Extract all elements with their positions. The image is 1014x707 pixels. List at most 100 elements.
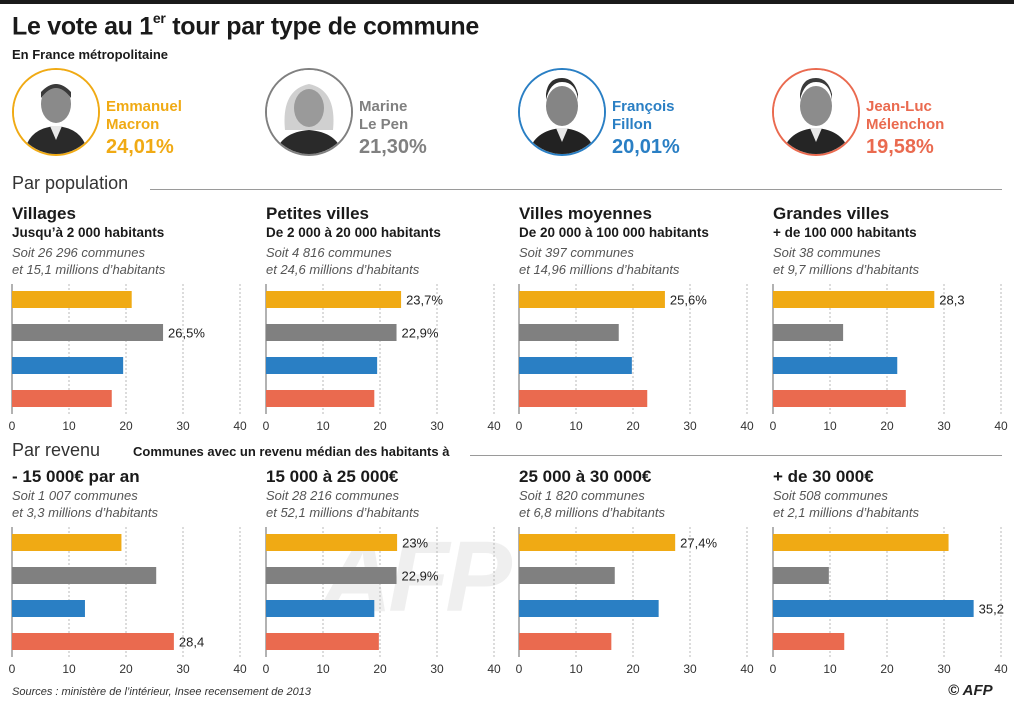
bar-macron — [773, 534, 949, 551]
panel-note-villages: Soit 26 296 communes et 15,1 millions d’h… — [12, 245, 166, 277]
tick-label: 40 — [994, 662, 1008, 676]
panel-note-revenu-3: Soit 1 820 communes et 6,8 millions d’hab… — [519, 488, 665, 520]
bar-fillon — [266, 357, 378, 374]
candidate-macron: Emmanuel Macron 24,01% — [12, 68, 252, 164]
tick-label: 0 — [9, 419, 16, 433]
candidate-portrait-macron — [12, 68, 100, 156]
bar-le-pen — [12, 567, 157, 584]
candidate-portrait-melenchon — [772, 68, 860, 156]
tick-label: 40 — [740, 419, 754, 433]
tick-label: 10 — [823, 419, 837, 433]
tick-label: 30 — [937, 662, 951, 676]
panel-sub-petites-villes: De 2 000 à 20 000 habitants — [266, 225, 441, 240]
bar-melenchon — [519, 633, 612, 650]
tick-label: 20 — [880, 419, 894, 433]
tick-label: 20 — [119, 419, 133, 433]
tick-label: 10 — [316, 662, 330, 676]
bar-fillon — [12, 600, 85, 617]
page-subtitle: En France métropolitaine — [12, 47, 169, 62]
bar-macron — [773, 291, 935, 308]
chart-villages: 0 10 20 30 40 26,5% — [9, 284, 247, 433]
bar-melenchon — [12, 633, 174, 650]
panel-sub-villes-moyennes: De 20 000 à 100 000 habitants — [519, 225, 709, 240]
data-label-macron: 23,7% — [406, 293, 443, 308]
bar-le-pen — [773, 567, 829, 584]
tick-label: 0 — [770, 662, 777, 676]
bar-macron — [266, 534, 398, 551]
bar-le-pen — [519, 567, 615, 584]
tick-label: 40 — [487, 419, 501, 433]
bar-melenchon — [773, 633, 845, 650]
section-heading-population: Par population — [12, 173, 129, 193]
panel-heading-grandes-villes: Grandes villes — [773, 204, 890, 223]
bar-macron — [266, 291, 402, 308]
tick-label: 30 — [683, 662, 697, 676]
tick-label: 40 — [233, 419, 247, 433]
panel-sub-grandes-villes: + de 100 000 habitants — [773, 225, 917, 240]
bar-le-pen — [266, 567, 397, 584]
bar-macron — [12, 291, 132, 308]
chart-petites-villes: 0 10 20 30 40 23,7% 22,9% — [263, 284, 501, 433]
candidate-portrait-fillon — [518, 68, 606, 156]
data-label-le-pen: 22,9% — [402, 326, 439, 341]
bar-macron — [12, 534, 122, 551]
tick-label: 20 — [626, 662, 640, 676]
panel-note-revenu-1: Soit 1 007 communes et 3,3 millions d’hab… — [12, 488, 158, 520]
data-label-macron: 28,3 — [939, 293, 964, 308]
bar-fillon — [773, 600, 974, 617]
tick-label: 0 — [516, 662, 523, 676]
tick-label: 20 — [626, 419, 640, 433]
tick-label: 10 — [62, 662, 76, 676]
bar-macron — [519, 291, 665, 308]
panel-heading-villes-moyennes: Villes moyennes — [519, 204, 652, 223]
bar-le-pen — [12, 324, 164, 341]
candidate-pct-melenchon: 19,58% — [866, 136, 934, 158]
tick-label: 30 — [430, 662, 444, 676]
bar-le-pen — [773, 324, 844, 341]
bar-melenchon — [266, 390, 375, 407]
candidate-name-fillon: François Fillon — [612, 98, 675, 133]
panel-heading-revenu-2: 15 000 à 25 000€ — [266, 467, 399, 486]
tick-label: 20 — [373, 419, 387, 433]
candidate-name-melenchon: Jean-Luc Mélenchon — [866, 98, 945, 133]
bar-fillon — [519, 600, 659, 617]
bar-melenchon — [12, 390, 112, 407]
bar-melenchon — [519, 390, 648, 407]
candidate-portrait-lepen — [265, 68, 353, 156]
tick-label: 20 — [119, 662, 133, 676]
tick-label: 0 — [263, 662, 270, 676]
bar-fillon — [12, 357, 124, 374]
section-heading-revenu: Par revenu — [12, 440, 101, 460]
tick-label: 20 — [880, 662, 894, 676]
bar-fillon — [773, 357, 898, 374]
panel-heading-revenu-4: + de 30 000€ — [773, 467, 874, 486]
chart-revenu-2: 0 10 20 30 40 23% 22,9% — [263, 527, 501, 676]
candidate-melenchon: Jean-Luc Mélenchon 19,58% — [772, 68, 1012, 164]
source-note: Sources : ministère de l’intérieur, Inse… — [12, 686, 311, 698]
bar-fillon — [266, 600, 375, 617]
chart-revenu-1: 0 10 20 30 40 28,4 — [9, 527, 247, 676]
data-label-fillon: 35,2 — [979, 602, 1004, 617]
tick-label: 30 — [937, 419, 951, 433]
bar-melenchon — [773, 390, 906, 407]
data-label-le-pen: 26,5% — [168, 326, 205, 341]
data-label-le-pen: 22,9% — [402, 569, 439, 584]
candidate-pct-lepen: 21,30% — [359, 136, 427, 158]
panel-heading-revenu-1: - 15 000€ par an — [12, 467, 140, 486]
data-label-macron: 23% — [402, 536, 428, 551]
bar-fillon — [519, 357, 632, 374]
tick-label: 30 — [683, 419, 697, 433]
section-rule-revenu — [470, 455, 1002, 456]
tick-label: 30 — [176, 419, 190, 433]
tick-label: 10 — [316, 419, 330, 433]
chart-villes-moyennes: 0 10 20 30 40 25,6% — [516, 284, 754, 433]
tick-label: 0 — [770, 419, 777, 433]
tick-label: 40 — [994, 419, 1008, 433]
panel-heading-revenu-3: 25 000 à 30 000€ — [519, 467, 652, 486]
panel-note-villes-moyennes: Soit 397 communes et 14,96 millions d’hab… — [519, 245, 680, 277]
bar-le-pen — [266, 324, 397, 341]
panel-heading-petites-villes: Petites villes — [266, 204, 370, 223]
bar-melenchon — [266, 633, 379, 650]
section-rule-population — [150, 189, 1002, 190]
tick-label: 40 — [233, 662, 247, 676]
